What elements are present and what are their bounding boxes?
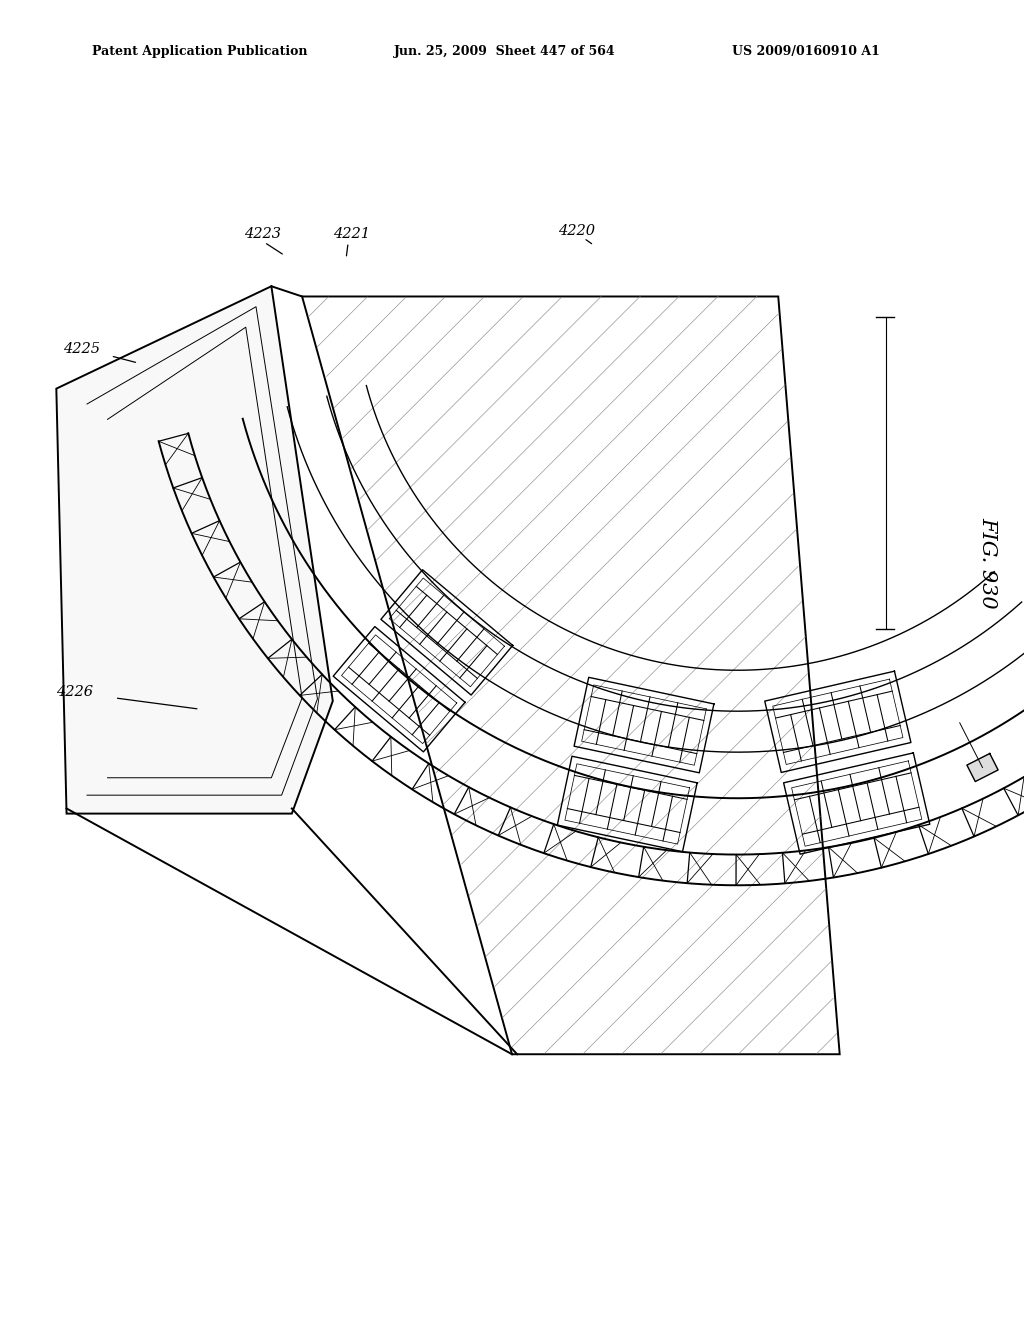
Text: Jun. 25, 2009  Sheet 447 of 564: Jun. 25, 2009 Sheet 447 of 564 (394, 45, 615, 58)
Text: 4225: 4225 (63, 342, 100, 356)
Text: US 2009/0160910 A1: US 2009/0160910 A1 (732, 45, 880, 58)
Text: Patent Application Publication: Patent Application Publication (92, 45, 307, 58)
Text: 4220: 4220 (558, 224, 595, 238)
Polygon shape (967, 754, 998, 781)
Text: 4223: 4223 (244, 227, 281, 242)
Text: 4226: 4226 (56, 685, 93, 698)
Polygon shape (56, 286, 333, 813)
Text: FIG. 930: FIG. 930 (979, 517, 997, 609)
Text: 4221: 4221 (333, 227, 370, 242)
